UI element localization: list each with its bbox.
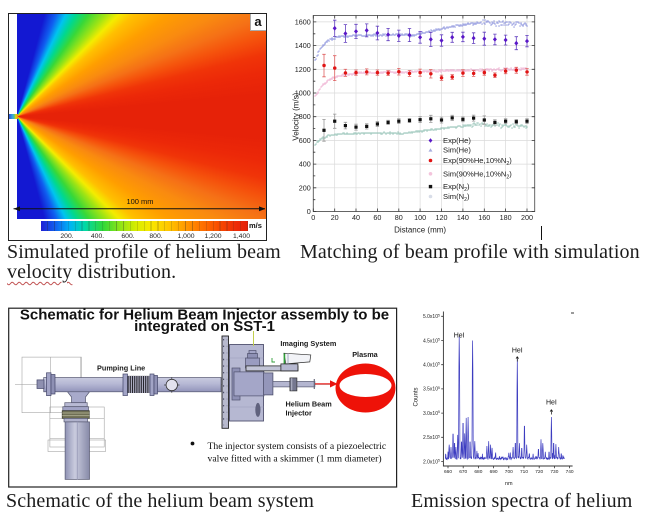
svg-text:1000: 1000 [295, 89, 311, 98]
svg-text:60: 60 [373, 213, 381, 222]
svg-text:1600: 1600 [295, 17, 311, 26]
svg-text:HeI: HeI [454, 333, 465, 340]
svg-text:730: 730 [550, 469, 558, 475]
svg-text:0: 0 [311, 213, 315, 222]
svg-text:2.5x105: 2.5x105 [423, 434, 440, 441]
svg-text:140: 140 [457, 213, 469, 222]
svg-text:740: 740 [566, 469, 574, 475]
svg-text:4.0x105: 4.0x105 [423, 362, 440, 369]
svg-text:180: 180 [500, 213, 512, 222]
svg-text:400: 400 [299, 160, 311, 169]
svg-text:2.0x105: 2.0x105 [423, 459, 440, 466]
svg-text:80: 80 [395, 213, 403, 222]
svg-text:800: 800 [299, 112, 311, 121]
svg-text:Pumping Line: Pumping Line [97, 364, 145, 373]
svg-text:Sim(90%He,10%N2): Sim(90%He,10%N2) [443, 169, 512, 180]
svg-text:Exp(N2): Exp(N2) [443, 182, 470, 193]
svg-text:200: 200 [299, 183, 311, 192]
svg-text:1400: 1400 [295, 41, 311, 50]
svg-text:20: 20 [331, 213, 339, 222]
svg-text:4.5x105: 4.5x105 [423, 338, 440, 345]
svg-text:100: 100 [414, 213, 426, 222]
svg-text:690: 690 [490, 469, 498, 475]
svg-text:Counts: Counts [413, 387, 419, 406]
svg-text:3.0x105: 3.0x105 [423, 410, 440, 417]
svg-text:Plasma: Plasma [352, 350, 378, 359]
svg-text:Sim(He): Sim(He) [443, 146, 471, 155]
svg-text:Schematic for Helium Beam Inje: Schematic for Helium Beam Injector assem… [20, 306, 389, 323]
svg-text:integrated on SST-1: integrated on SST-1 [134, 318, 275, 335]
svg-text:100 mm: 100 mm [126, 197, 153, 206]
svg-text:670: 670 [459, 469, 467, 475]
svg-text:120: 120 [436, 213, 448, 222]
svg-text:1200: 1200 [295, 65, 311, 74]
svg-text:660: 660 [444, 469, 452, 475]
svg-text:Exp(90%He,10%N2): Exp(90%He,10%N2) [443, 156, 512, 167]
svg-text:40: 40 [352, 213, 360, 222]
svg-text:HeI: HeI [512, 348, 523, 355]
svg-text:Distance (mm): Distance (mm) [394, 226, 446, 235]
svg-text:680: 680 [474, 469, 482, 475]
svg-text:3.5x105: 3.5x105 [423, 386, 440, 393]
svg-text:720: 720 [535, 469, 543, 475]
svg-text:710: 710 [520, 469, 528, 475]
svg-text:Velocity (m/s): Velocity (m/s) [291, 92, 300, 140]
svg-text:Exp(He): Exp(He) [443, 136, 471, 145]
svg-text:Sim(N2): Sim(N2) [443, 192, 470, 203]
svg-text:nm: nm [505, 481, 513, 487]
svg-text:600: 600 [299, 136, 311, 145]
svg-text:700: 700 [505, 469, 513, 475]
svg-text:valve fitted with a skimmer (: valve fitted with a skimmer (1 mm diamet… [208, 454, 382, 465]
svg-text:200: 200 [521, 213, 533, 222]
svg-text:Injector: Injector [286, 409, 313, 418]
svg-text:HeI: HeI [546, 400, 557, 407]
svg-text:160: 160 [478, 213, 490, 222]
svg-text:Helium Beam: Helium Beam [286, 400, 333, 409]
svg-text:Imaging System: Imaging System [280, 339, 336, 348]
svg-text:0: 0 [307, 207, 311, 216]
svg-text:The injector system consists o: The injector system consists of a piezoe… [208, 441, 387, 452]
svg-text:5.0x105: 5.0x105 [423, 313, 440, 320]
